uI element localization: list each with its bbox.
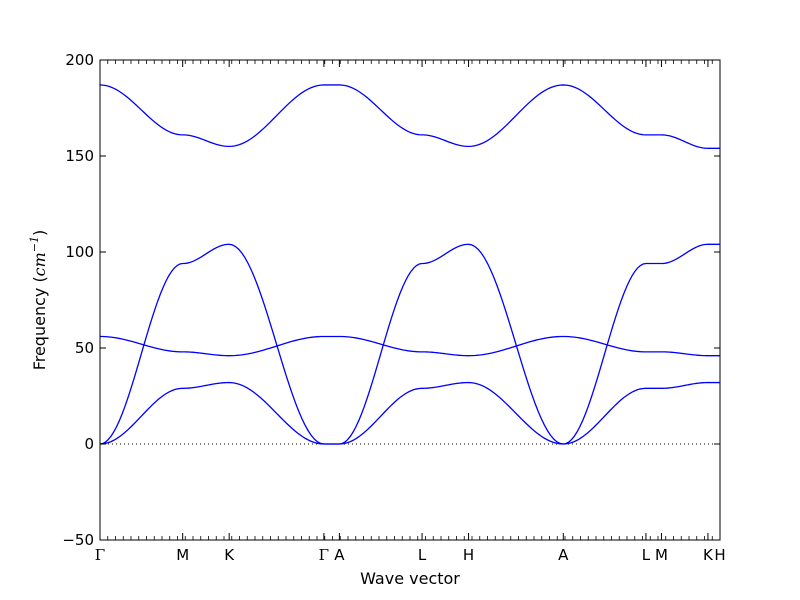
y-tick-label: 50	[75, 339, 94, 357]
y-axis-label-text: Frequency	[30, 288, 49, 371]
y-tick-label: 0	[84, 435, 94, 453]
y-tick-label: 150	[65, 147, 94, 165]
x-tick-label: M	[655, 546, 668, 564]
x-tick-label: A	[334, 546, 345, 564]
phonon-branch-4	[99, 84, 720, 149]
phonon-branch-2	[99, 335, 720, 357]
y-axis-unit-base: cm	[30, 252, 49, 276]
x-tick-label: L	[642, 546, 651, 564]
phonon-branch-3	[99, 243, 720, 445]
series-layer	[99, 84, 720, 445]
x-tick-label: Γ	[319, 546, 329, 564]
x-tick-label: M	[176, 546, 189, 564]
x-tick-label: H	[463, 546, 474, 564]
y-axis-unit-exp: −1	[28, 236, 41, 252]
x-tick-label: K	[703, 546, 714, 564]
y-tick-label: 200	[65, 51, 94, 69]
y-tick-labels: −50 0 50 100 150 200	[62, 51, 94, 549]
x-tick-label: K	[224, 546, 235, 564]
x-tick-label: H	[714, 546, 725, 564]
x-axis-label: Wave vector	[360, 569, 460, 588]
y-tick-label: −50	[62, 531, 94, 549]
phonon-branch-1	[99, 381, 720, 445]
x-tick-label: L	[418, 546, 427, 564]
x-tick-label: Γ	[95, 546, 105, 564]
plot-frame	[99, 59, 721, 541]
y-tick-label: 100	[65, 243, 94, 261]
x-tick-label: A	[558, 546, 569, 564]
y-axis-label: Frequency (cm−1)	[28, 230, 49, 371]
